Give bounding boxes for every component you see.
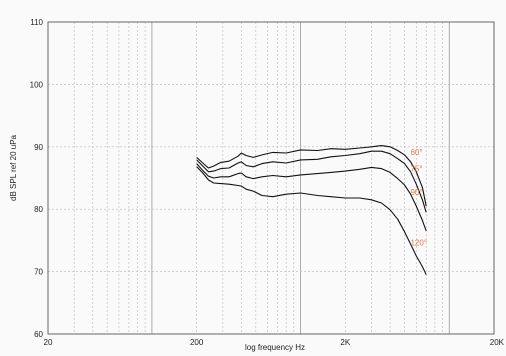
series-label-3: 90° <box>410 188 422 197</box>
y-axis-label: dB SPL ref 20 uPa <box>9 134 18 201</box>
y-tick-label: 70 <box>34 268 43 277</box>
series-label-4: 120° <box>410 239 427 248</box>
x-tick-label: 20K <box>490 338 505 347</box>
series-lines <box>196 145 427 275</box>
x-tick-label: 200 <box>190 338 204 347</box>
x-axis-label: log frequency Hz <box>245 343 305 352</box>
grid <box>48 22 494 334</box>
x-tick-label: 20 <box>44 338 53 347</box>
series-line-2 <box>196 150 427 213</box>
series-line-3 <box>196 163 427 232</box>
y-tick-label: 80 <box>34 205 43 214</box>
series-labels: 60° 75° 90° 120° <box>410 148 427 248</box>
y-tick-label: 100 <box>30 80 44 89</box>
series-label-2: 75° <box>410 165 422 174</box>
y-tick-label: 90 <box>34 143 43 152</box>
plot-frame <box>47 21 495 335</box>
y-tick-label: 60 <box>34 330 43 339</box>
series-line-1 <box>196 145 427 207</box>
axis-ticks: 20 200 2K 20K 60 70 80 90 100 110 <box>30 18 505 347</box>
x-tick-label: 2K <box>340 338 350 347</box>
y-tick-label: 110 <box>30 18 43 27</box>
series-line-4 <box>196 166 427 275</box>
series-label-1: 60° <box>410 148 422 157</box>
